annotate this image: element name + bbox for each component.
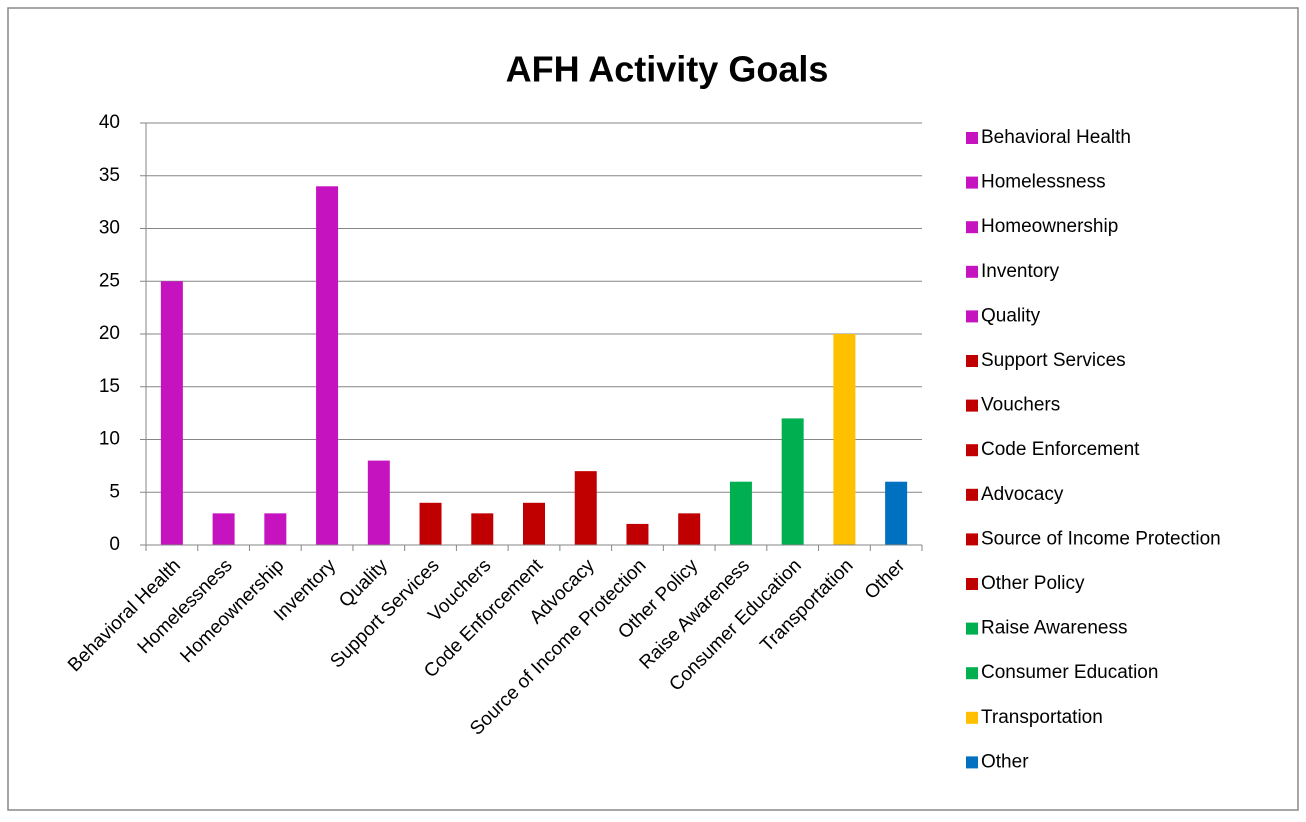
bar [212,513,235,545]
legend-label: Vouchers [981,395,1060,416]
legend-swatch [966,355,978,367]
y-tick-label: 20 [99,323,120,344]
legend-label: Quality [981,305,1041,326]
bar [523,502,545,545]
bar [574,471,597,545]
legend-swatch [966,265,978,278]
legend-label: Transportation [981,707,1103,728]
y-tick-label: 10 [99,429,120,450]
legend-swatch [966,578,978,590]
legend-label: Other Policy [981,573,1085,594]
bar [833,334,856,545]
bar [471,513,494,545]
legend-swatch [966,667,978,680]
legend-label: Other [981,751,1029,772]
legend-swatch [966,533,978,546]
legend-label: Homeownership [981,216,1118,237]
legend-label: Consumer Education [981,662,1158,683]
legend-swatch [966,488,978,501]
chart-title: AFH Activity Goals [506,49,829,90]
legend-swatch [966,622,978,635]
bar [678,513,701,545]
bar [626,523,649,545]
legend-swatch [966,310,978,323]
bar [160,281,183,545]
bar [781,418,804,545]
y-tick-label: 35 [99,165,120,186]
y-tick-label: 5 [109,481,120,502]
y-tick-label: 40 [99,112,120,133]
y-tick-label: 0 [109,534,120,555]
legend-label: Homelessness [981,172,1106,193]
legend-swatch [966,711,978,724]
legend-label: Inventory [981,261,1060,282]
legend-swatch [966,132,978,144]
y-tick-label: 25 [99,270,120,291]
chart-border [7,7,1299,811]
legend-label: Code Enforcement [981,439,1140,460]
bar [264,513,287,545]
legend-label: Raise Awareness [981,618,1127,639]
y-tick-label: 30 [99,218,120,239]
bar [316,186,339,546]
bar [885,481,908,545]
legend-swatch [966,176,978,189]
legend-label: Behavioral Health [981,127,1131,148]
legend-label: Source of Income Protection [981,528,1221,549]
legend-label: Advocacy [981,484,1064,505]
bar [419,502,442,545]
legend-swatch [966,756,978,769]
legend-swatch [966,399,978,412]
bar [367,460,390,545]
y-tick-label: 15 [99,376,120,397]
legend-swatch [966,444,978,457]
legend-label: Support Services [981,350,1126,371]
legend-swatch [966,221,978,234]
bar [729,481,752,545]
